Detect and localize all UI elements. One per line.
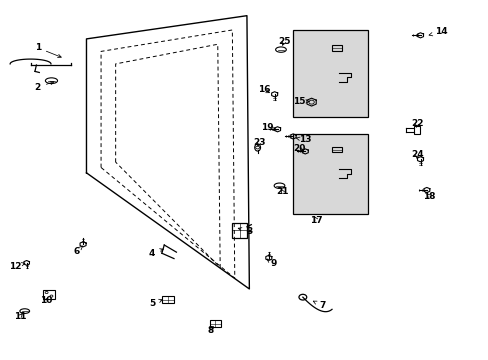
Text: 3: 3 — [238, 227, 252, 236]
Text: 11: 11 — [14, 312, 26, 321]
Text: 25: 25 — [278, 37, 290, 46]
Bar — [292, 30, 368, 117]
Text: 23: 23 — [252, 138, 265, 147]
Bar — [331, 45, 342, 50]
Bar — [331, 147, 342, 152]
Text: 16: 16 — [257, 85, 270, 94]
Bar — [43, 290, 55, 299]
Text: 14: 14 — [428, 27, 447, 36]
Text: 2: 2 — [35, 81, 54, 92]
Bar — [209, 320, 220, 327]
Bar — [292, 134, 368, 214]
Text: 6: 6 — [74, 246, 82, 256]
Text: 15: 15 — [292, 97, 308, 106]
Text: 4: 4 — [149, 249, 163, 258]
Text: 17: 17 — [309, 216, 322, 225]
Text: 7: 7 — [313, 301, 325, 310]
Bar — [161, 296, 173, 303]
Text: 18: 18 — [422, 192, 435, 201]
Text: 22: 22 — [410, 119, 423, 128]
Text: 13: 13 — [296, 135, 311, 144]
Text: 12: 12 — [9, 262, 25, 271]
Text: 8: 8 — [207, 326, 213, 335]
Text: 10: 10 — [40, 296, 52, 305]
Text: 24: 24 — [410, 150, 423, 159]
Text: 21: 21 — [276, 187, 288, 196]
Bar — [232, 222, 246, 238]
Text: 19: 19 — [261, 123, 276, 132]
Text: 9: 9 — [266, 259, 276, 269]
Text: 5: 5 — [149, 299, 162, 308]
Text: 20: 20 — [292, 144, 305, 153]
Text: 1: 1 — [35, 43, 61, 58]
Bar — [413, 126, 419, 134]
